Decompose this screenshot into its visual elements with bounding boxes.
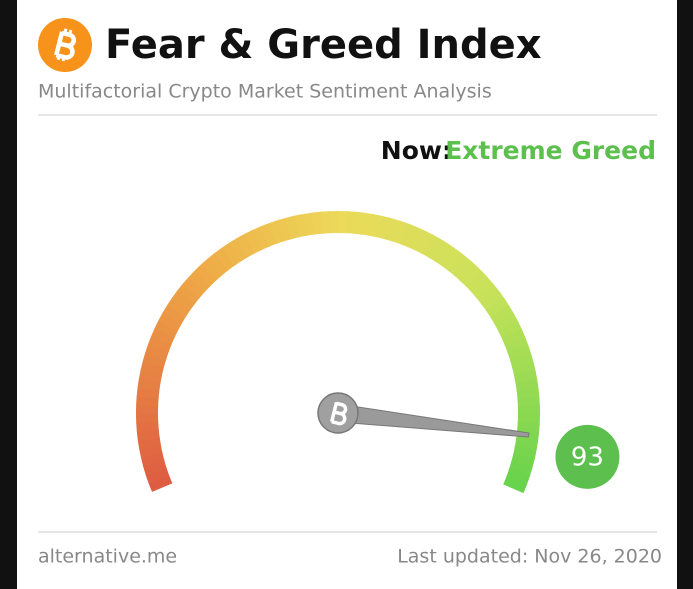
arc-segment bbox=[148, 474, 173, 492]
arc-segment bbox=[154, 319, 179, 338]
arc-segment bbox=[517, 414, 540, 425]
arc-segment bbox=[454, 258, 476, 282]
arc-segment bbox=[145, 343, 169, 360]
arc-segment bbox=[311, 211, 324, 235]
arc-segment bbox=[150, 327, 175, 345]
arc-segment bbox=[377, 215, 392, 240]
arc-segment bbox=[194, 263, 217, 287]
arc-segment bbox=[167, 296, 191, 317]
arc-segment bbox=[188, 269, 212, 292]
arc-segment bbox=[460, 264, 483, 288]
now-label: Now: bbox=[381, 136, 452, 165]
bitcoin-logo bbox=[38, 18, 92, 72]
card bbox=[17, 0, 677, 589]
last-updated: Last updated: Nov 26, 2020 bbox=[397, 546, 662, 568]
arc-segment bbox=[345, 211, 358, 234]
title: Fear & Greed Index bbox=[105, 22, 542, 68]
subtitle: Multifactorial Crypto Market Sentiment A… bbox=[38, 81, 492, 103]
arc-segment bbox=[207, 252, 229, 276]
arc-segment bbox=[507, 344, 532, 361]
arc-segment bbox=[503, 476, 528, 494]
arc-segment bbox=[508, 461, 533, 477]
hub-symbol bbox=[330, 401, 348, 426]
arc-segment bbox=[441, 247, 463, 272]
arc-segment bbox=[268, 220, 285, 244]
arc-segment bbox=[501, 328, 526, 347]
value-bubble bbox=[555, 424, 620, 489]
arc-segment bbox=[435, 242, 456, 267]
arc-segment bbox=[494, 312, 519, 332]
value-label: 93 bbox=[571, 442, 604, 472]
arc-segment bbox=[136, 395, 159, 407]
arc-segment bbox=[172, 289, 196, 311]
arc-segment bbox=[506, 468, 531, 485]
arc-segment bbox=[214, 247, 236, 271]
arc-segment bbox=[414, 230, 433, 255]
arc-segment bbox=[509, 353, 534, 369]
needle-hub bbox=[317, 392, 359, 434]
arc-segment bbox=[384, 217, 401, 242]
arc-segment bbox=[369, 214, 384, 238]
arc-segment bbox=[136, 413, 159, 424]
arc-segment bbox=[511, 453, 535, 469]
arc-segment bbox=[138, 369, 163, 383]
arc-segment bbox=[504, 336, 529, 354]
arc-segment bbox=[428, 238, 449, 263]
arc-segment bbox=[276, 217, 293, 242]
arc-segment bbox=[320, 211, 332, 234]
arc-segment bbox=[252, 226, 270, 251]
arc-segment bbox=[490, 305, 515, 325]
arc-segment bbox=[182, 276, 206, 298]
arc-segment bbox=[142, 352, 167, 368]
arc-segment bbox=[329, 211, 340, 234]
arc-segment bbox=[481, 290, 505, 312]
arc-segment bbox=[162, 304, 187, 324]
arc-segment bbox=[236, 233, 256, 258]
arc-segment bbox=[392, 220, 409, 245]
arc-segment bbox=[244, 229, 263, 254]
arc-segment bbox=[399, 223, 417, 248]
arc-segment bbox=[476, 283, 500, 305]
arc-segment bbox=[517, 405, 540, 416]
arc-segment bbox=[145, 467, 170, 484]
arc-segment bbox=[421, 234, 441, 258]
arc-segment bbox=[485, 297, 510, 318]
classification: Extreme Greed bbox=[445, 136, 656, 165]
arc-segment bbox=[471, 277, 495, 299]
arc-segment bbox=[517, 396, 540, 408]
arc-segment bbox=[142, 459, 167, 476]
arc-segment bbox=[221, 242, 242, 266]
arc-segment bbox=[338, 211, 349, 234]
gauge-arc bbox=[136, 211, 540, 494]
arc-segment bbox=[498, 320, 523, 339]
arc-segment bbox=[260, 222, 278, 247]
arc-segment bbox=[136, 428, 160, 441]
arc-segment bbox=[447, 253, 470, 277]
arc-segment bbox=[136, 420, 159, 433]
arc-segment bbox=[407, 226, 425, 251]
arc-segment bbox=[158, 311, 183, 331]
arc-segment bbox=[140, 360, 165, 376]
arc-segment bbox=[516, 387, 540, 400]
source: alternative.me bbox=[38, 546, 177, 568]
arc-segment bbox=[465, 270, 489, 293]
arc-segment bbox=[201, 257, 223, 281]
arc-segment bbox=[229, 237, 249, 262]
arc-segment bbox=[513, 445, 537, 460]
arc-segment bbox=[136, 404, 159, 415]
arc-segment bbox=[177, 282, 201, 305]
arc-segment bbox=[147, 335, 172, 353]
